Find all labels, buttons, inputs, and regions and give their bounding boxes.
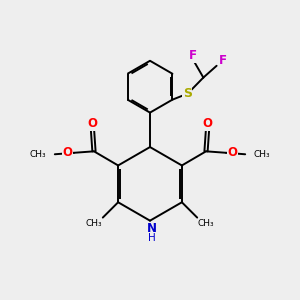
Text: O: O	[227, 146, 238, 159]
Text: CH₃: CH₃	[86, 219, 102, 228]
Text: O: O	[88, 117, 98, 130]
Text: F: F	[219, 54, 227, 67]
Text: H: H	[148, 233, 156, 243]
Text: CH₃: CH₃	[30, 150, 46, 159]
Text: N: N	[147, 222, 158, 236]
Text: O: O	[202, 117, 212, 130]
Text: F: F	[189, 49, 197, 62]
Text: CH₃: CH₃	[198, 219, 214, 228]
Text: O: O	[62, 146, 73, 159]
Text: CH₃: CH₃	[254, 150, 270, 159]
Text: S: S	[183, 87, 192, 100]
